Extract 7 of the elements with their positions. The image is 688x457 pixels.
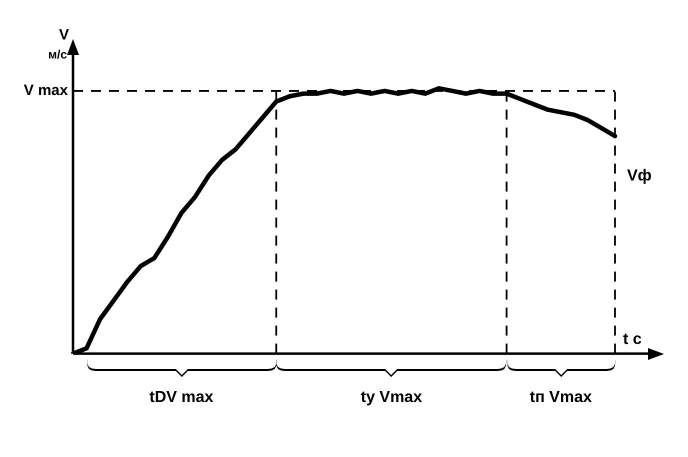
text: tп Vmax — [530, 389, 592, 406]
ref-line-label: V max — [24, 82, 69, 100]
x-axis-title: t c — [623, 331, 642, 348]
text: Vф — [627, 167, 652, 184]
text: tDV max — [149, 389, 214, 406]
text: tу Vmax — [360, 389, 422, 406]
y-axis-title: V м/с — [48, 26, 69, 62]
